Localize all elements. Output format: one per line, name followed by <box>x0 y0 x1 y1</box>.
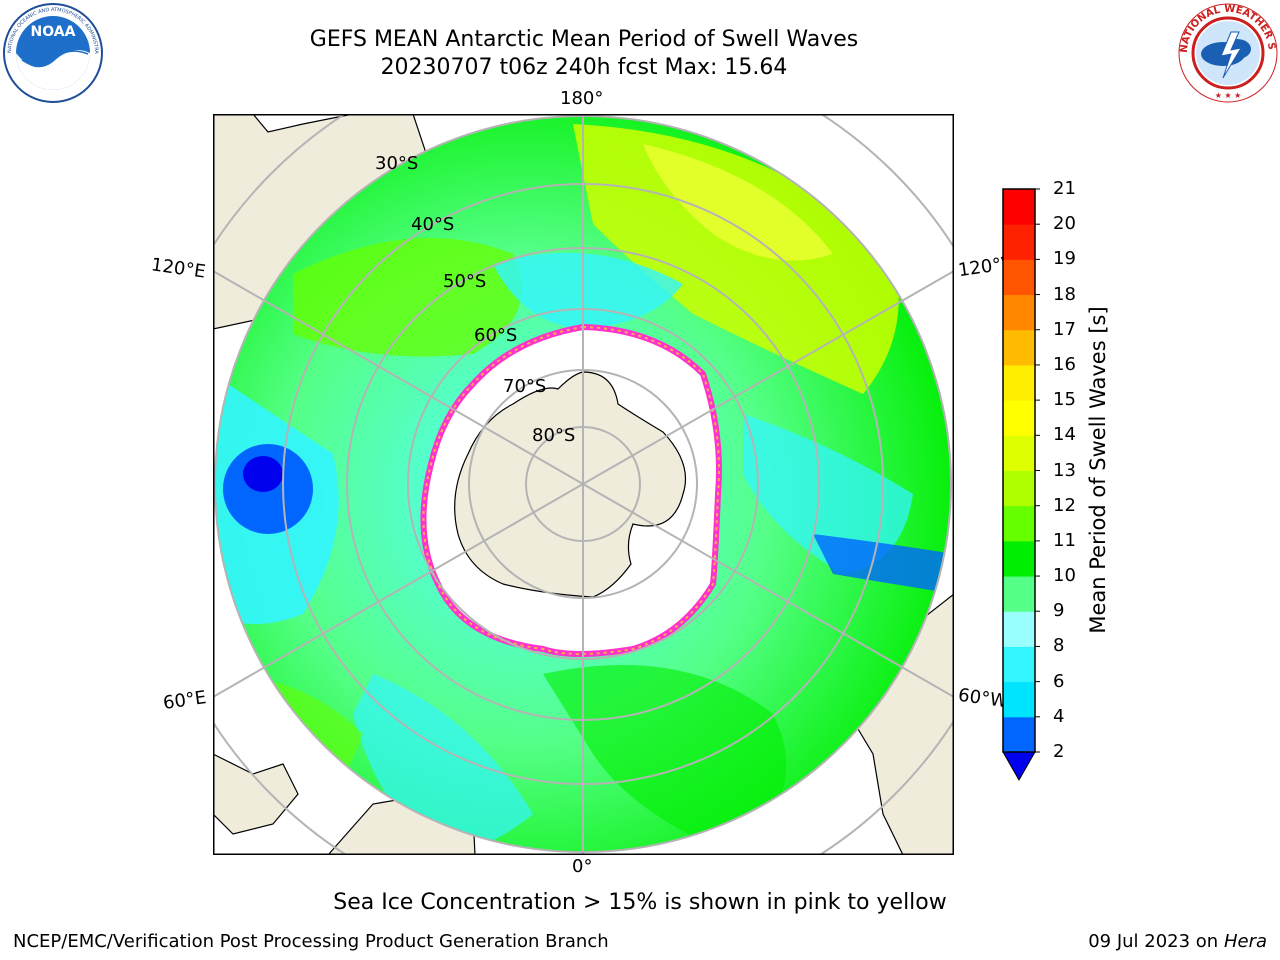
colorbar-segment <box>1003 646 1035 683</box>
colorbar-segment <box>1003 329 1035 366</box>
colorbar-tick-label: 10 <box>1053 565 1076 587</box>
colorbar-tick-label: 17 <box>1053 318 1076 340</box>
lat-label-80s: 80°S <box>532 425 575 446</box>
colorbar-tick-label: 16 <box>1053 353 1076 375</box>
colorbar-segment <box>1003 576 1035 612</box>
colorbar-segment <box>1003 611 1035 647</box>
lat-label-70s: 70°S <box>503 376 546 397</box>
colorbar-segment <box>1003 259 1035 296</box>
colorbar-segment <box>1003 470 1035 507</box>
colorbar-underflow <box>1002 751 1036 782</box>
footer-date: 09 Jul 2023 on Hera <box>1088 931 1267 952</box>
colorbar-tick-label: 14 <box>1053 424 1076 446</box>
colorbar-segment <box>1003 294 1035 331</box>
noaa-logo-text: NOAA <box>31 24 76 40</box>
colorbar-tick-label: 15 <box>1053 389 1076 411</box>
graticule <box>213 114 954 855</box>
colorbar-tick-label: 13 <box>1053 459 1076 481</box>
colorbar-segment <box>1003 540 1035 577</box>
colorbar-tick-label: 2 <box>1053 741 1065 762</box>
colorbar-tick-label: 8 <box>1053 635 1065 657</box>
footer-date-text: 09 Jul 2023 on <box>1088 931 1224 952</box>
colorbar-segment <box>1003 224 1035 260</box>
colorbar-tick-label: 18 <box>1053 283 1076 305</box>
colorbar-segment <box>1003 435 1035 471</box>
colorbar-segment <box>1003 400 1035 436</box>
noaa-logo: NOAA NATIONAL OCEANIC AND ATMOSPHERIC AD… <box>2 2 103 103</box>
footer-machine: Hera <box>1223 931 1267 952</box>
chart-subtitle: 20230707 t06z 240h fcst Max: 15.64 <box>380 55 788 80</box>
svg-text:★ ★ ★: ★ ★ ★ <box>1215 91 1242 100</box>
lat-label-50s: 50°S <box>443 271 486 292</box>
colorbar-segment <box>1003 681 1035 718</box>
colorbar-tick-label: 11 <box>1053 529 1076 551</box>
sea-ice-note: Sea Ice Concentration > 15% is shown in … <box>333 890 947 915</box>
lat-label-60s: 60°S <box>474 325 517 346</box>
colorbar-label: Mean Period of Swell Waves [s] <box>1086 306 1110 634</box>
colorbar-tick-label: 19 <box>1053 248 1076 270</box>
colorbar-segment <box>1003 364 1035 401</box>
colorbar-segment <box>1003 189 1035 225</box>
lon-label-120e: 120°E <box>149 254 207 283</box>
chart-title: GEFS MEAN Antarctic Mean Period of Swell… <box>309 27 859 52</box>
colorbar-segment <box>1003 505 1035 542</box>
footer-credit: NCEP/EMC/Verification Post Processing Pr… <box>13 931 609 952</box>
lon-label-180: 180° <box>560 88 604 109</box>
colorbar <box>1002 188 1040 782</box>
lon-label-0: 0° <box>572 856 593 877</box>
colorbar-tick-label: 6 <box>1053 670 1065 692</box>
nws-logo: NATIONAL WEATHER SERVICE ★ ★ ★ <box>1177 2 1278 103</box>
colorbar-tick-label: 20 <box>1053 213 1076 235</box>
polar-map: 30°S 40°S 50°S 60°S 70°S 80°S <box>213 114 954 855</box>
colorbar-tick-label: 21 <box>1053 178 1076 199</box>
colorbar-tick-label: 4 <box>1053 705 1065 727</box>
colorbar-tick-label: 9 <box>1053 600 1065 622</box>
map-border <box>213 114 954 855</box>
colorbar-segment <box>1003 716 1035 753</box>
colorbar-tick-label: 12 <box>1053 494 1076 516</box>
lat-label-40s: 40°S <box>411 214 454 235</box>
lat-label-30s: 30°S <box>375 153 418 174</box>
lon-label-60e: 60°E <box>161 687 208 714</box>
